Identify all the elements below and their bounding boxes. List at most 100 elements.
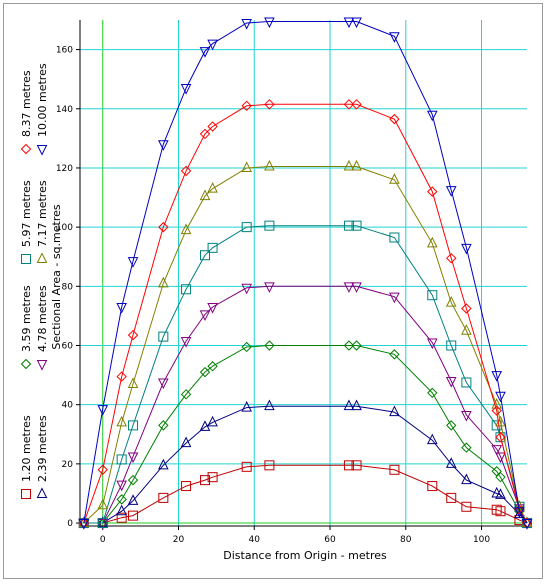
data-point [445,186,457,197]
data-point [461,303,472,314]
series-line [83,464,528,524]
data-point [461,501,472,512]
data-point [180,223,192,235]
legend-item: 5.97 metres [20,180,33,264]
x-tick-label: 60 [324,535,336,545]
data-point [207,303,218,314]
data-point [180,389,192,400]
data-point [158,458,169,470]
data-point [181,481,192,492]
series-4 [78,282,533,530]
data-point [264,460,275,471]
data-point [199,47,211,58]
data-point [446,420,457,431]
legend-marker [20,143,32,155]
data-point [97,518,108,529]
data-point [97,405,109,416]
data-point [127,257,139,268]
data-point [427,186,438,197]
y-tick-label: 40 [62,401,74,411]
chart-frame: 0 20 40 60 80 100 0 20 40 60 80 100 120 140 160 1.20 m… [3,3,543,579]
data-point [127,377,139,388]
legend-item: 10.00 metres [36,63,49,156]
data-point [426,338,438,350]
x-tick-label: 40 [249,535,261,545]
data-point [343,159,355,171]
y-tick-label: 20 [62,460,74,470]
data-point [180,165,192,177]
data-point [343,282,355,293]
data-point [491,405,502,416]
series-6 [78,159,533,528]
data-point [427,481,438,492]
data-point [495,452,506,464]
data-point [97,519,109,530]
legend-item: 1.20 metres [20,415,33,499]
legend-item: 3.59 metres [20,285,33,370]
data-point [180,337,192,348]
data-point [97,464,108,475]
data-point [128,510,139,521]
data-point [461,473,472,485]
data-point [495,506,506,517]
data-point [389,292,400,304]
legend-item: 2.39 metres [36,415,49,498]
data-point [461,243,472,255]
legend-label: 1.20 metres [20,415,33,482]
data-point [351,159,362,171]
data-point [116,512,127,523]
data-point [199,189,211,201]
data-point [389,405,400,417]
data-point [180,436,192,448]
legend-label: 5.97 metres [20,180,33,247]
data-point [158,140,169,151]
data-point [241,18,252,30]
data-point [264,17,275,29]
data-point [264,99,275,110]
legend-label: 7.17 metres [36,180,49,247]
data-point [491,371,503,382]
legend-marker [36,487,48,498]
legend-label: 3.59 metres [20,285,33,352]
data-point [180,84,192,95]
legend-label: 4.78 metres [36,285,49,352]
data-point [446,252,457,264]
data-point [343,99,355,110]
data-point [207,415,218,427]
series-line [83,103,528,524]
series-5 [78,220,532,529]
data-point [351,99,362,110]
x-tick-label: 100 [473,535,490,545]
y-tick-label: 140 [56,105,73,115]
data-point [495,432,506,443]
data-point [351,460,362,471]
data-point [207,121,218,132]
data-point [158,221,169,233]
data-point [521,516,533,528]
data-point [116,303,127,314]
data-point [158,276,169,288]
legend-marker [20,358,32,370]
data-point [116,494,127,505]
y-tick-label: 100 [56,223,73,233]
data-point [116,504,127,516]
data-point [127,474,139,486]
data-point [343,17,355,29]
series-group [78,17,533,530]
data-point [264,220,275,231]
data-point [128,420,139,431]
data-point [389,113,400,125]
legend-item: 8.37 metres [20,70,33,155]
data-point [389,32,400,43]
y-tick-label: 60 [62,341,74,351]
data-point [97,516,109,528]
series-line [83,225,528,524]
grid [80,20,527,526]
legend-label: 8.37 metres [20,70,33,137]
y-tick-label: 80 [62,282,74,292]
data-point [495,391,506,403]
data-point [200,475,211,486]
data-point [207,182,218,193]
data-point [127,494,139,505]
data-point [351,282,362,293]
